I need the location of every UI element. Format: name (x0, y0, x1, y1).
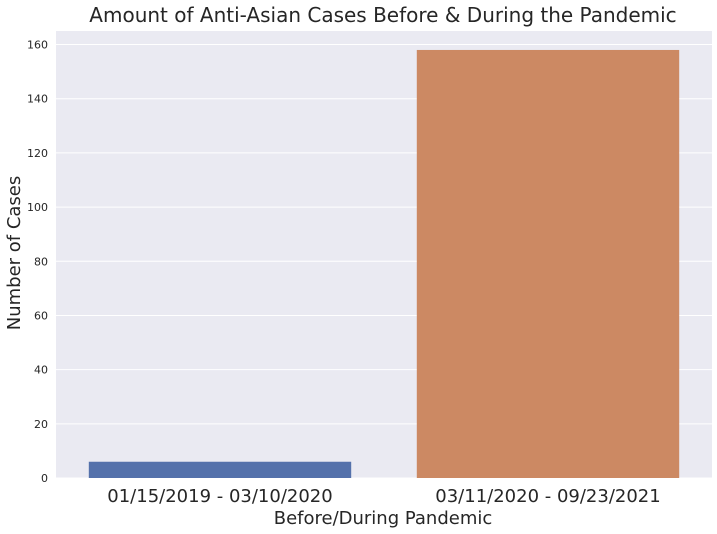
y-tick-label: 20 (34, 418, 48, 431)
y-tick-label: 40 (34, 364, 48, 377)
y-tick-label: 120 (27, 147, 48, 160)
y-tick-label: 160 (27, 39, 48, 52)
chart-title: Amount of Anti-Asian Cases Before & Duri… (89, 3, 676, 27)
x-tick-label: 03/11/2020 - 09/23/2021 (435, 486, 660, 507)
y-tick-label: 100 (27, 201, 48, 214)
bar (416, 49, 680, 479)
x-axis-label: Before/During Pandemic (274, 508, 493, 529)
y-axis-label: Number of Cases (4, 176, 25, 331)
bar (88, 461, 352, 478)
y-tick-label: 60 (34, 309, 48, 322)
y-axis-ticks: 0 20 40 60 80 100 120 140 160 (27, 39, 48, 485)
x-axis-ticks: 01/15/2019 - 03/10/2020 03/11/2020 - 09/2… (107, 486, 660, 507)
x-tick-label: 01/15/2019 - 03/10/2020 (107, 486, 332, 507)
y-tick-label: 0 (41, 472, 48, 485)
y-tick-label: 140 (27, 93, 48, 106)
bars (88, 49, 680, 479)
y-tick-label: 80 (34, 255, 48, 268)
